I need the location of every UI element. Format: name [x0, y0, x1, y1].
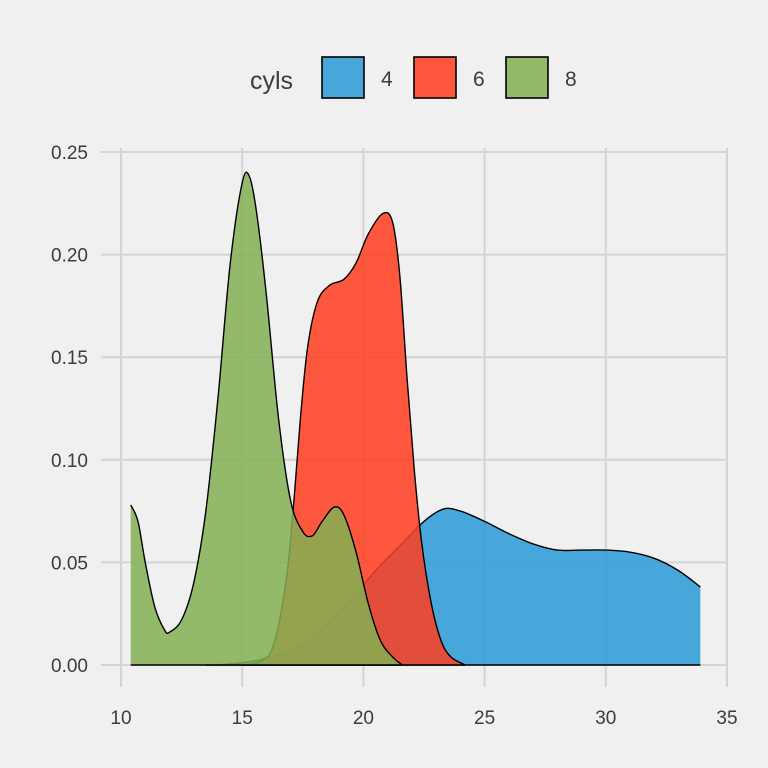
y-tick-label: 0.20	[51, 246, 88, 267]
y-tick-label: 0.05	[51, 553, 88, 574]
density-area-8	[130, 172, 403, 665]
legend-label-8: 8	[565, 68, 577, 91]
y-tick-label: 0.25	[51, 143, 88, 164]
legend-key-6	[413, 56, 457, 99]
axes: 10 15 20 25 30 35 0.00 0.05 0.10 0.15 0.20 0.25	[51, 143, 738, 729]
legend-key-8	[505, 56, 549, 99]
density-areas	[130, 171, 701, 666]
y-tick-label: 0.00	[51, 656, 88, 677]
x-tick-label: 30	[595, 708, 616, 729]
x-tick-label: 25	[474, 708, 495, 729]
y-tick-label: 0.15	[51, 348, 88, 369]
x-tick-label: 35	[716, 708, 737, 729]
legend-label-6: 6	[473, 68, 485, 91]
x-tick-label: 10	[110, 708, 131, 729]
x-tick-label: 20	[353, 708, 374, 729]
x-tick-label: 15	[232, 708, 253, 729]
legend-label-4: 4	[381, 68, 393, 91]
legend-key-4	[321, 56, 365, 99]
legend-title: cyls	[250, 67, 293, 95]
y-tick-label: 0.10	[51, 451, 88, 472]
density-outline-8	[130, 171, 403, 666]
legend: cyls 4 6 8	[250, 56, 577, 99]
